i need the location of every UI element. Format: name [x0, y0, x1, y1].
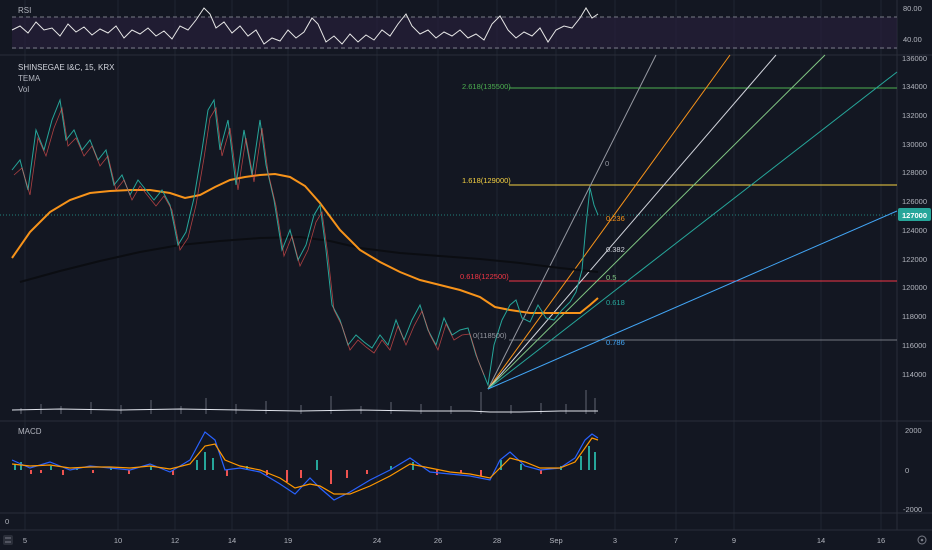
- vol-legend[interactable]: Vol: [18, 85, 29, 94]
- fan-label-05: 0.5: [606, 273, 616, 282]
- macd-axis-tick: 0: [905, 466, 909, 475]
- fan-label-0236: 0.236: [606, 214, 625, 223]
- time-axis-tick: 19: [284, 536, 292, 545]
- fib-label-0618: 0.618(122500): [460, 272, 509, 281]
- rsi-axis[interactable]: 80.00 40.00: [903, 4, 922, 44]
- current-price-badge: [898, 208, 931, 221]
- time-axis-tick: 3: [613, 536, 617, 545]
- rsi-axis-tick: 80.00: [903, 4, 922, 13]
- fib-label-1618: 1.618(129000): [462, 176, 511, 185]
- symbol-legend[interactable]: SHINSEGAE I&C, 15, KRX: [18, 63, 115, 72]
- price-axis-tick: 118000: [902, 312, 926, 321]
- macd-axis-tick: 2000: [905, 426, 922, 435]
- time-axis-tick: 16: [877, 536, 885, 545]
- rsi-line: [11, 7, 599, 45]
- time-axis[interactable]: 5 10 12 14 19 24 26 28 Sep 3 7 9 14 16: [23, 536, 885, 545]
- price-axis-tick: 126000: [902, 197, 927, 206]
- time-axis-tick: 28: [493, 536, 501, 545]
- marker-label: 0(118500): [473, 331, 507, 340]
- volume-average-line: [11, 408, 598, 413]
- fan-label-0786: 0.786: [606, 338, 625, 347]
- time-axis-tick: 24: [373, 536, 381, 545]
- macd-pane[interactable]: MACD: [11, 427, 599, 501]
- time-axis-tick: 12: [171, 536, 179, 545]
- rsi-legend-label[interactable]: RSI: [18, 6, 31, 15]
- signal-line: [11, 437, 599, 495]
- time-axis-tick: 14: [817, 536, 825, 545]
- price-axis-tick: 116000: [902, 341, 926, 350]
- tema-legend[interactable]: TEMA: [18, 74, 41, 83]
- price-axis-tick: 136000: [902, 54, 927, 63]
- price-candles: [11, 98, 599, 387]
- current-price-label: 127000: [902, 211, 927, 220]
- fib-fan[interactable]: [487, 54, 898, 390]
- time-axis-tick: 7: [674, 536, 678, 545]
- price-axis[interactable]: 136000 134000 132000 130000 128000 12600…: [902, 54, 927, 379]
- price-axis-tick: 114000: [902, 370, 926, 379]
- price-candles-shadow: [13, 106, 485, 376]
- tema-line: [11, 172, 599, 314]
- fan-label-0382: 0.382: [606, 245, 625, 254]
- time-axis-tick: 10: [114, 536, 122, 545]
- price-axis-tick: 120000: [902, 283, 927, 292]
- price-axis-tick: 122000: [902, 255, 927, 264]
- price-pane[interactable]: SHINSEGAE I&C, 15, KRX TEMA Vol 2.618(13…: [0, 54, 898, 414]
- price-axis-tick: 132000: [902, 111, 927, 120]
- price-axis-tick: 128000: [902, 168, 927, 177]
- fan-label-0618: 0.618: [606, 298, 625, 307]
- tv-logo-icon[interactable]: [3, 535, 13, 545]
- price-axis-tick: 124000: [902, 226, 927, 235]
- bottom-pane-axis-label: 0: [5, 517, 9, 526]
- time-axis-tick: Sep: [549, 536, 562, 545]
- price-axis-tick: 134000: [902, 82, 927, 91]
- price-axis-tick: 130000: [902, 140, 927, 149]
- macd-axis[interactable]: 2000 0 -2000: [903, 426, 922, 514]
- time-axis-tick: 5: [23, 536, 27, 545]
- macd-axis-tick: -2000: [903, 505, 922, 514]
- macd-legend[interactable]: MACD: [18, 427, 42, 436]
- fan-label-0: 0: [605, 159, 609, 168]
- rsi-band: [12, 17, 897, 49]
- time-axis-tick: 26: [434, 536, 442, 545]
- macd-line: [11, 431, 599, 501]
- sma-line: [19, 235, 599, 283]
- time-axis-tick: 9: [732, 536, 736, 545]
- fib-label-2618: 2.618(135500): [462, 82, 511, 91]
- rsi-axis-tick: 40.00: [903, 35, 922, 44]
- rsi-pane[interactable]: RSI: [11, 6, 897, 49]
- time-axis-tick: 14: [228, 536, 236, 545]
- settings-icon[interactable]: [917, 535, 927, 545]
